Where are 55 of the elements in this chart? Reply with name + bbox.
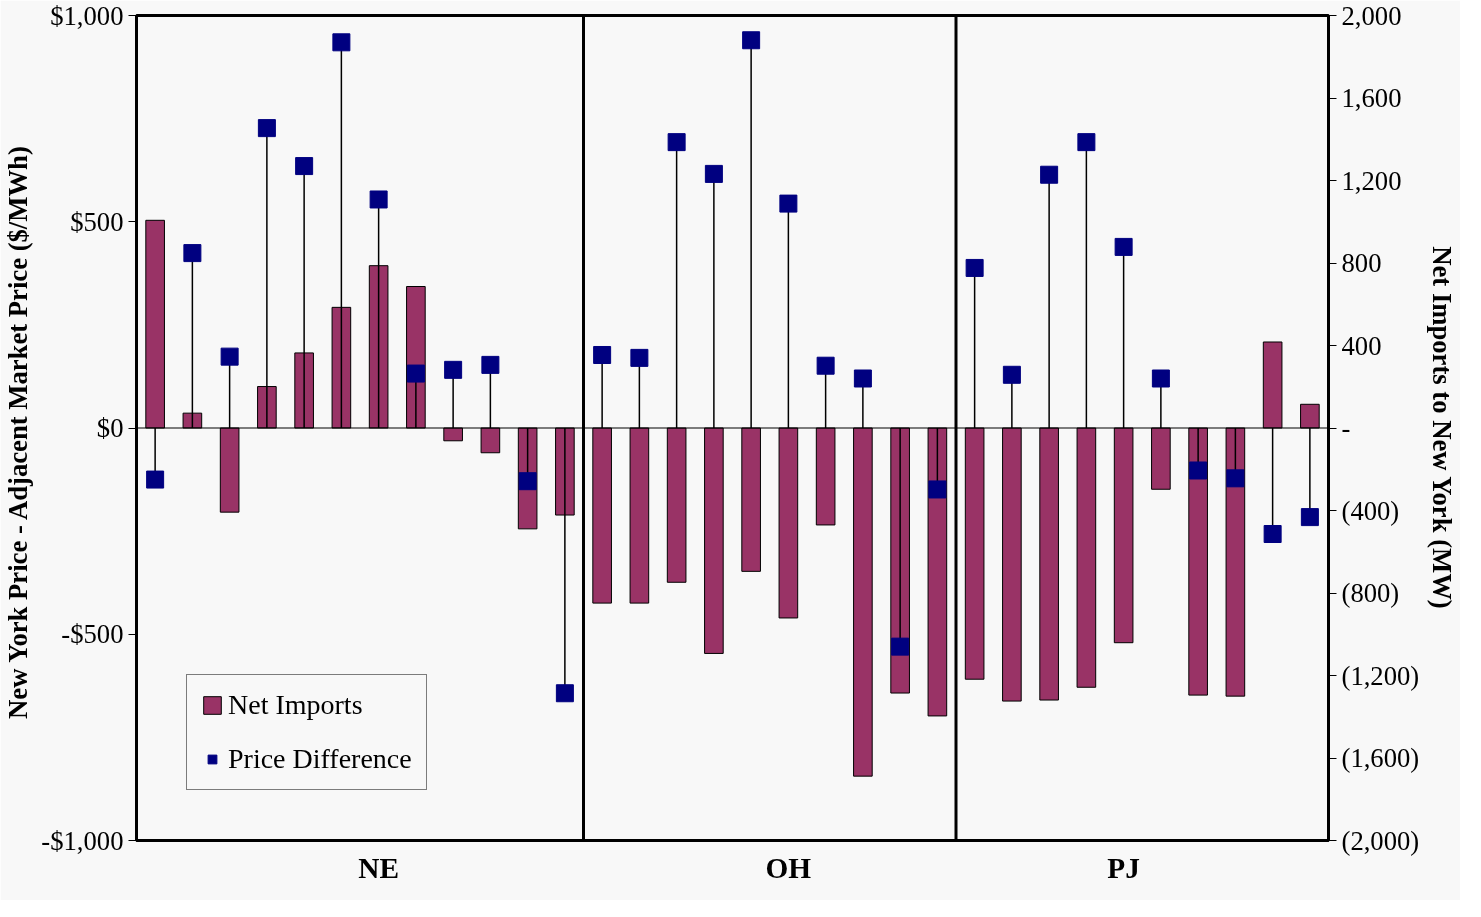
point xyxy=(965,258,984,277)
y2-tick-label: - xyxy=(1341,413,1351,443)
x-tick-label: NE xyxy=(358,851,399,884)
point xyxy=(257,119,276,138)
y2-tick-label: 400 xyxy=(1341,330,1382,361)
point xyxy=(146,470,165,489)
point xyxy=(295,157,314,176)
point xyxy=(406,364,425,383)
y-tick-label: -$500 xyxy=(61,619,124,650)
point xyxy=(369,190,388,209)
point xyxy=(1226,469,1245,488)
x-tick-label: PJ xyxy=(1107,851,1140,884)
point xyxy=(1189,461,1208,480)
point xyxy=(220,347,239,366)
point xyxy=(1263,525,1282,544)
y2-tick-label: 1,200 xyxy=(1341,165,1402,196)
point xyxy=(444,360,463,379)
y2-tick-label: 800 xyxy=(1341,248,1382,278)
y2-tick-label: 2,000 xyxy=(1341,0,1402,31)
point xyxy=(1114,237,1133,256)
y-tick-label: $0 xyxy=(96,413,124,443)
y2-tick-label: (800) xyxy=(1341,578,1400,608)
legend-label: Price Difference xyxy=(228,743,412,775)
y2-axis-title: Net Imports to New York (MW) xyxy=(1427,246,1458,609)
point xyxy=(630,348,649,367)
point xyxy=(816,356,835,375)
point xyxy=(555,684,574,703)
y-tick-label: $1,000 xyxy=(50,0,124,31)
point xyxy=(183,244,202,263)
point xyxy=(704,164,723,183)
y2-tick-label: (1,200) xyxy=(1341,660,1420,691)
point xyxy=(742,31,761,50)
point xyxy=(1077,133,1096,152)
y2-tick-label: (400) xyxy=(1341,495,1400,526)
point xyxy=(1040,165,1059,184)
point xyxy=(1300,508,1319,527)
legend-label: Net Imports xyxy=(228,689,363,721)
y-tick-label: $500 xyxy=(70,206,124,237)
y2-tick-label: (1,600) xyxy=(1341,743,1420,773)
y2-tick-label: 1,600 xyxy=(1341,83,1402,113)
y2-tick-label: (2,000) xyxy=(1341,825,1420,856)
point xyxy=(928,480,947,499)
x-tick-label: OH xyxy=(765,851,812,884)
point xyxy=(667,133,686,152)
point xyxy=(1151,369,1170,388)
point xyxy=(518,472,537,491)
point xyxy=(853,369,872,388)
point xyxy=(1002,365,1021,384)
point xyxy=(332,33,351,52)
y-axis-title: New York Price - Adjacent Market Price ($/MWh) xyxy=(3,146,34,719)
point xyxy=(779,194,798,213)
point xyxy=(481,355,500,374)
point xyxy=(891,637,910,656)
point xyxy=(593,345,612,364)
y-tick-label: -$1,000 xyxy=(41,825,124,856)
